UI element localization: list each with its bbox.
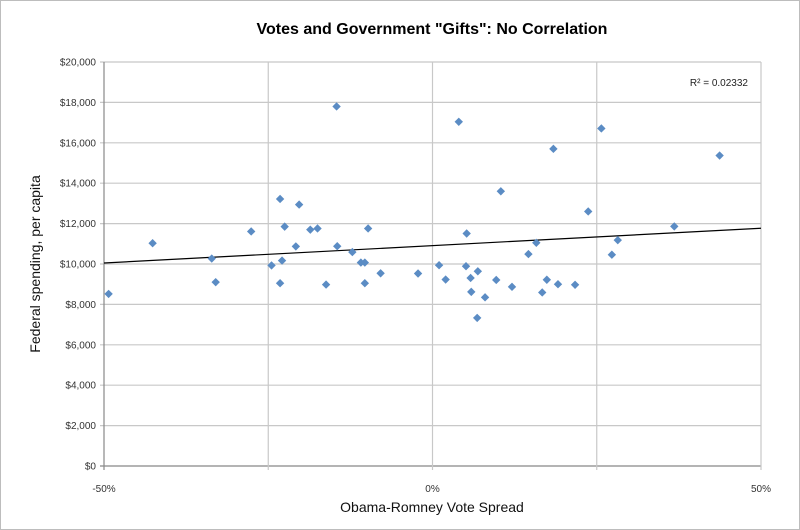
y-tick-label: $18,000 [60,98,97,109]
data-point [277,256,287,265]
data-point [313,224,322,233]
data-point [524,249,533,259]
data-point [275,278,285,288]
data-point [715,151,724,160]
data-point [466,273,475,283]
data-point [363,224,373,233]
data-point [291,242,301,251]
x-tick-label: 50% [751,484,771,495]
data-point [467,287,476,297]
x-tick-label: -50% [92,484,115,495]
data-point [360,258,370,267]
data-point [492,275,501,285]
data-point [321,280,331,289]
data-point [507,282,517,292]
data-point [333,242,342,251]
data-point [454,117,463,126]
data-point [532,238,541,247]
data-point [584,207,593,216]
data-point [461,262,471,271]
data-point [472,313,482,323]
data-point [246,227,256,236]
data-point [434,261,444,270]
data-point [275,194,285,204]
y-axis-label: Federal spending, per capita [27,175,43,353]
y-tick-label: $2,000 [65,421,96,432]
data-point [607,250,617,259]
data-point [441,275,450,284]
y-tick-label: $8,000 [65,300,96,311]
data-point [542,275,552,284]
x-tick-label: 0% [425,484,440,495]
data-point [104,289,113,299]
data-point [538,288,547,297]
data-points [104,102,724,323]
data-point [207,254,216,263]
r-squared-label: R² = 0.02332 [690,78,749,89]
y-tick-label: $16,000 [60,138,97,149]
data-point [294,200,304,209]
data-point [348,247,357,257]
data-point [670,222,679,231]
data-point [306,225,315,234]
chart-title: Votes and Government "Gifts": No Correla… [257,21,608,38]
y-tick-label: $14,000 [60,179,97,190]
data-point [211,277,220,287]
data-point [267,261,276,270]
y-axis-ticks: $0 $2,000 $4,000 $6,000 $8,000 $10,000 $12,000… [60,58,97,473]
x-axis-label: Obama-Romney Vote Spread [340,499,524,515]
data-point [480,293,490,302]
data-point [413,269,423,278]
data-point [462,229,471,238]
y-tick-label: $0 [85,462,97,473]
data-point [570,280,580,290]
data-point [376,269,385,278]
gridlines [100,61,762,470]
data-point [553,280,563,289]
y-tick-label: $12,000 [60,219,97,230]
data-point [332,102,341,111]
data-point [597,124,606,133]
data-point [496,187,506,196]
x-axis-ticks: -50% 0% 50% [92,484,771,495]
data-point [360,278,370,288]
data-point [473,267,483,276]
data-point [280,222,289,231]
data-point [148,238,157,248]
y-tick-label: $10,000 [60,260,97,271]
y-tick-label: $6,000 [65,340,96,351]
data-point [613,235,622,245]
data-point [549,144,558,154]
y-tick-label: $4,000 [65,381,96,392]
y-tick-label: $20,000 [60,58,97,69]
